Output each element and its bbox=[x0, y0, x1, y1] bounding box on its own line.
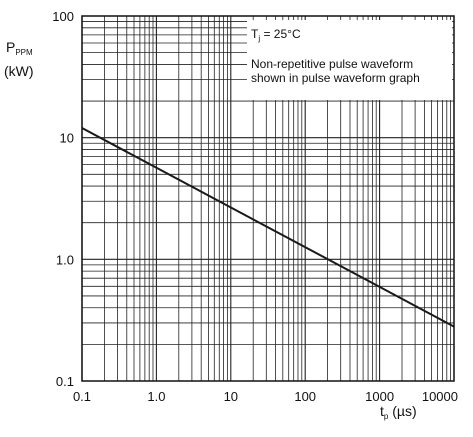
condition-label: Tj = 25°C bbox=[251, 27, 301, 43]
x-axis-title: tp (µs) bbox=[380, 403, 417, 421]
series-line-1 bbox=[81, 127, 455, 328]
note-line-1: Non-repetitive pulse waveform bbox=[251, 57, 413, 71]
tick-labels: 0.1 1.0 10 100 1000 10000 0.1 1.0 10 100 bbox=[52, 9, 458, 404]
y-tick-label: 1.0 bbox=[56, 252, 74, 267]
x-tick-label: 10 bbox=[224, 389, 238, 404]
y-axis-title: PPPM bbox=[6, 39, 33, 57]
x-tick-label: 1.0 bbox=[147, 389, 165, 404]
y-tick-label: 10 bbox=[60, 131, 74, 146]
series-layer bbox=[81, 127, 455, 328]
y-tick-label: 100 bbox=[52, 9, 74, 24]
annotation-box bbox=[247, 20, 452, 100]
x-tick-label: 0.1 bbox=[73, 389, 91, 404]
y-axis-unit: (kW) bbox=[4, 63, 34, 79]
plot-frame bbox=[81, 15, 455, 382]
x-tick-label: 1000 bbox=[365, 389, 394, 404]
x-tick-label: 10000 bbox=[422, 389, 458, 404]
y-tick-label: 0.1 bbox=[56, 374, 74, 389]
x-tick-label: 100 bbox=[294, 389, 316, 404]
note-line-2: shown in pulse waveform graph bbox=[251, 71, 420, 85]
